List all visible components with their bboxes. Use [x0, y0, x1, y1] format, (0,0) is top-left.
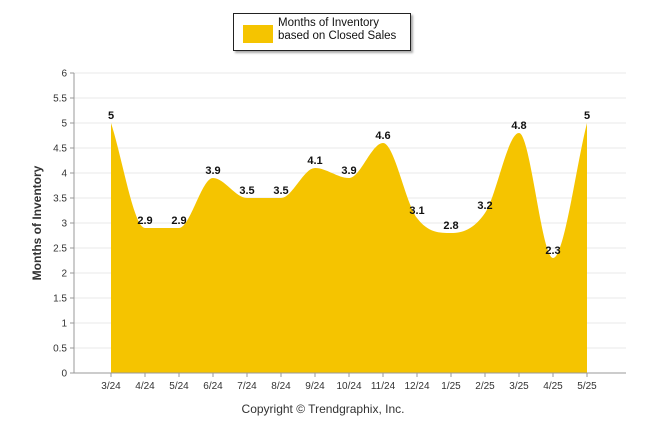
x-tick-label: 3/24: [101, 381, 121, 392]
copyright-text: Copyright © Trendgraphix, Inc.: [241, 402, 405, 416]
data-label: 5: [584, 110, 590, 122]
y-tick-label: 3.5: [53, 194, 67, 205]
y-axis-title: Months of Inventory: [30, 165, 44, 280]
x-tick-label: 8/24: [271, 381, 291, 392]
x-tick-label: 2/25: [475, 381, 495, 392]
x-tick-label: 5/24: [169, 381, 189, 392]
data-label: 3.5: [239, 185, 254, 197]
data-label: 2.9: [137, 215, 152, 227]
data-label: 3.9: [205, 165, 220, 177]
x-tick-label: 10/24: [336, 381, 361, 392]
data-label: 2.8: [443, 220, 458, 232]
data-label: 3.9: [341, 165, 356, 177]
data-label: 5: [108, 110, 114, 122]
y-tick-label: 3: [61, 219, 67, 230]
data-label: 2.3: [545, 245, 560, 257]
y-tick-label: 2: [61, 269, 67, 280]
y-tick-label: 4.5: [53, 144, 67, 155]
y-tick-label: 6: [61, 69, 67, 80]
y-tick-label: 1.5: [53, 294, 67, 305]
x-tick-label: 7/24: [237, 381, 257, 392]
x-tick-label: 1/25: [441, 381, 461, 392]
x-tick-label: 5/25: [577, 381, 597, 392]
x-tick-label: 6/24: [203, 381, 223, 392]
data-label: 3.2: [477, 200, 492, 212]
legend-label: Months of Inventory based on Closed Sale…: [278, 17, 397, 42]
data-label: 3.1: [409, 205, 424, 217]
data-label: 4.6: [375, 130, 390, 142]
series-area: [111, 123, 587, 373]
data-label: 4.1: [307, 155, 322, 167]
y-tick-label: 0.5: [53, 344, 67, 355]
y-tick-label: 5: [61, 119, 67, 130]
chart-legend: Months of Inventory based on Closed Sale…: [233, 13, 411, 51]
y-tick-label: 1: [61, 319, 67, 330]
x-tick-label: 9/24: [305, 381, 325, 392]
data-label: 3.5: [273, 185, 288, 197]
legend-swatch: [243, 25, 273, 43]
x-tick-label: 11/24: [371, 381, 396, 392]
y-tick-label: 2.5: [53, 244, 67, 255]
data-label: 2.9: [171, 215, 186, 227]
x-tick-label: 4/24: [135, 381, 155, 392]
y-tick-label: 5.5: [53, 94, 67, 105]
x-tick-label: 4/25: [543, 381, 563, 392]
y-tick-label: 0: [61, 369, 67, 380]
x-tick-label: 3/25: [509, 381, 529, 392]
data-label: 4.8: [511, 120, 526, 132]
x-tick-label: 12/24: [404, 381, 429, 392]
y-tick-label: 4: [61, 169, 67, 180]
